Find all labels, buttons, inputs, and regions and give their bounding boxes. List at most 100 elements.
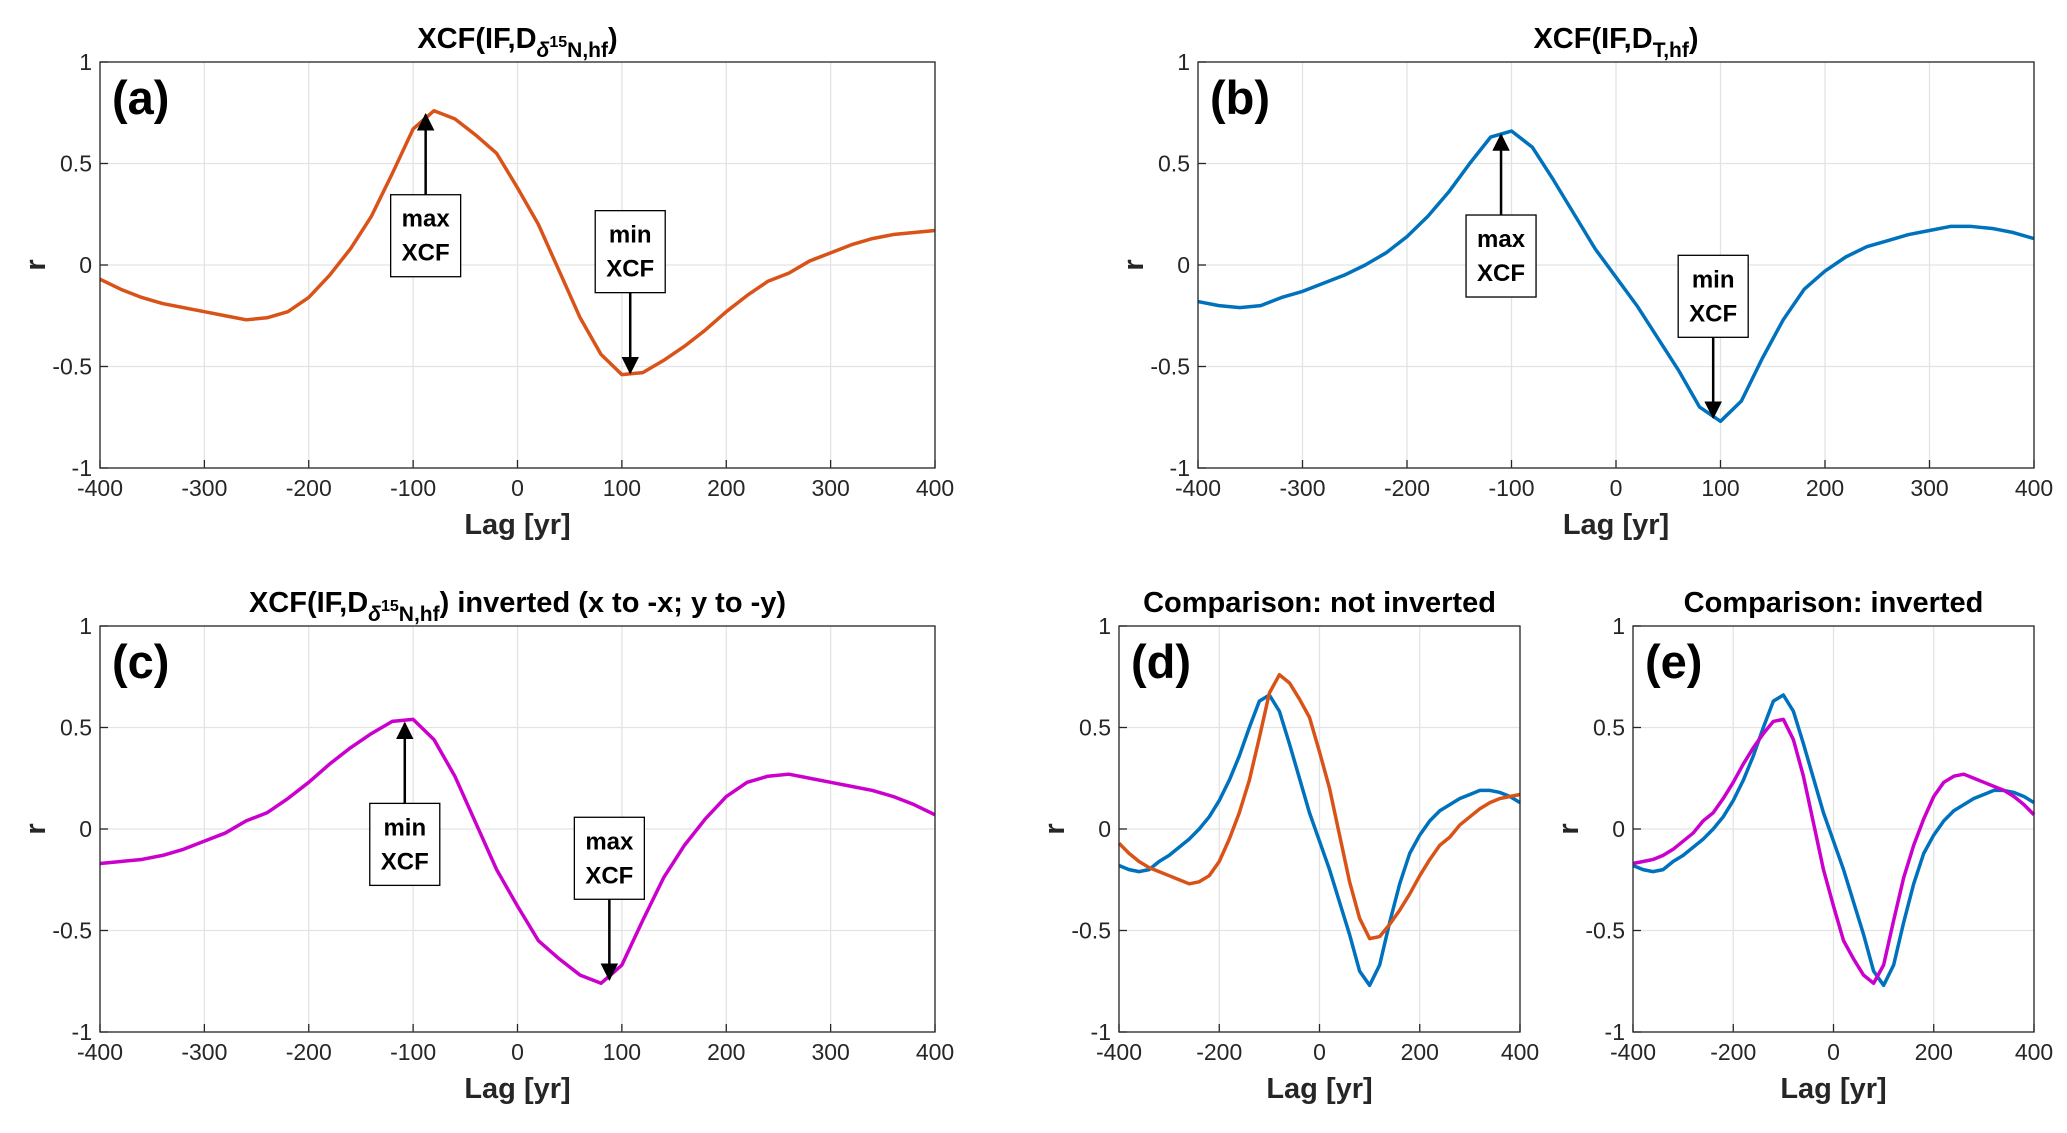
chart-title: Comparison: not inverted xyxy=(1143,587,1496,619)
x-tick-label: 0 xyxy=(1827,1039,1840,1065)
x-tick-label: 100 xyxy=(1701,475,1739,501)
panel: -400 -300 -200 -100 0 100 200 300 400 -1 -0.5 0 0.5 1… xyxy=(20,23,954,541)
y-tick-label: 0 xyxy=(1612,816,1625,842)
annotation-box xyxy=(1465,214,1537,298)
x-tick-label: -200 xyxy=(1710,1039,1756,1065)
panel: -400 -300 -200 -100 0 100 200 300 400 -1 -0.5 0 0.5 1… xyxy=(1118,23,2053,541)
chart-title: XCF(IF,Dδ15N,hf) xyxy=(417,23,617,62)
y-tick-label: -0.5 xyxy=(52,918,92,944)
x-tick-label: -100 xyxy=(1488,475,1534,501)
title-part: XCF(IF,D xyxy=(1533,23,1652,55)
annotation-box xyxy=(389,194,462,278)
series-line xyxy=(99,717,936,986)
annotation-text: XCF xyxy=(585,862,633,889)
x-tick-label: 100 xyxy=(603,1039,641,1065)
y-tick-label: 1 xyxy=(1612,613,1625,639)
y-tick-label: 0.5 xyxy=(1593,715,1625,741)
title-part: ) xyxy=(1689,23,1699,55)
y-tick-label: -0.5 xyxy=(52,354,92,380)
title-part: Comparison: not inverted xyxy=(1143,587,1496,619)
x-tick-label: 400 xyxy=(2015,475,2053,501)
x-tick-label: 0 xyxy=(1313,1039,1326,1065)
x-tick-label: 200 xyxy=(707,475,745,501)
annotation-text: XCF xyxy=(402,240,450,267)
y-tick-label: 1 xyxy=(1177,49,1190,75)
y-tick-label: -0.5 xyxy=(1585,918,1625,944)
x-tick-label: -400 xyxy=(1610,1039,1656,1065)
annotation-text: XCF xyxy=(1477,260,1525,287)
x-tick-label: 400 xyxy=(916,475,954,501)
x-axis-label: Lag [yr] xyxy=(1563,509,1669,541)
title-part: Comparison: inverted xyxy=(1684,587,1984,619)
y-tick-label: -1 xyxy=(72,1019,92,1045)
y-tick-label: 1 xyxy=(79,49,92,75)
title-part: XCF(IF,D xyxy=(417,23,536,55)
x-tick-label: -200 xyxy=(1196,1039,1242,1065)
series-line xyxy=(1632,717,2036,986)
x-tick-label: 200 xyxy=(1915,1039,1953,1065)
annotation-box xyxy=(573,816,645,900)
x-tick-label: 300 xyxy=(811,1039,849,1065)
annotation-box xyxy=(1677,254,1749,338)
x-tick-label: 200 xyxy=(1401,1039,1439,1065)
annotation-text: min xyxy=(383,814,426,841)
y-tick-label: -1 xyxy=(1091,1019,1111,1045)
x-axis-label: Lag [yr] xyxy=(1780,1073,1886,1105)
x-tick-label: 300 xyxy=(811,475,849,501)
x-tick-label: 0 xyxy=(1610,475,1623,501)
panel-label: (a) xyxy=(112,71,169,124)
axes-box xyxy=(99,625,936,1033)
x-tick-label: -300 xyxy=(181,475,227,501)
y-tick-label: -1 xyxy=(1605,1019,1625,1045)
panel-label: (e) xyxy=(1645,635,1702,688)
x-tick-label: 200 xyxy=(707,1039,745,1065)
y-tick-label: 0.5 xyxy=(60,715,92,741)
x-tick-label: 300 xyxy=(1910,475,1948,501)
x-tick-label: -400 xyxy=(1175,475,1221,501)
x-tick-label: -300 xyxy=(1279,475,1325,501)
y-axis-label: r xyxy=(1553,823,1585,834)
title-part: δ xyxy=(368,603,381,626)
chart-title: XCF(IF,Dδ15N,hf) inverted (x to -x; y to… xyxy=(249,587,786,626)
title-part: ) xyxy=(608,23,618,55)
annotation-text: max xyxy=(585,828,634,855)
series-line xyxy=(99,108,936,377)
annotation-text: min xyxy=(609,222,652,249)
x-tick-label: 0 xyxy=(511,475,524,501)
panel-label: (c) xyxy=(112,635,169,688)
x-tick-label: -200 xyxy=(286,475,332,501)
title-part: N,hf xyxy=(567,39,609,62)
panel-label: (b) xyxy=(1210,71,1270,124)
y-tick-label: 0 xyxy=(1177,252,1190,278)
title-part: ) inverted (x to -x; y to -y) xyxy=(440,587,786,619)
y-tick-label: 0.5 xyxy=(1158,151,1190,177)
y-tick-label: 0 xyxy=(79,252,92,278)
panel: -400 -200 0 200 400 -1 -0.5 0 0.5 1 Lag [yr] r (d) Co… xyxy=(1039,587,1539,1105)
y-tick-label: -0.5 xyxy=(1071,918,1111,944)
series-line xyxy=(1118,693,1521,988)
y-tick-label: 1 xyxy=(79,613,92,639)
x-axis-label: Lag [yr] xyxy=(1266,1073,1372,1105)
series-line xyxy=(1632,693,2035,988)
y-tick-label: 1 xyxy=(1098,613,1111,639)
title-part: 15 xyxy=(381,598,399,615)
y-tick-label: 0.5 xyxy=(1079,715,1111,741)
series-line xyxy=(1117,672,1521,941)
axes-box xyxy=(1197,61,2035,469)
x-axis-label: Lag [yr] xyxy=(464,1073,570,1105)
panel: -400 -300 -200 -100 0 100 200 300 400 -1 -0.5 0 0.5 1… xyxy=(20,587,954,1105)
panel-label: (d) xyxy=(1131,635,1191,688)
chart-title: Comparison: inverted xyxy=(1684,587,1984,619)
annotation-text: min xyxy=(1692,266,1735,293)
x-tick-label: -300 xyxy=(181,1039,227,1065)
annotation-text: XCF xyxy=(606,256,654,283)
y-tick-label: 0 xyxy=(1098,816,1111,842)
x-tick-label: -400 xyxy=(77,475,123,501)
title-part: δ xyxy=(537,39,550,62)
axes-box xyxy=(99,61,936,469)
chart-title: XCF(IF,DT,hf) xyxy=(1533,23,1698,62)
annotation-box xyxy=(594,209,666,294)
x-tick-label: -100 xyxy=(390,1039,436,1065)
annotation-box xyxy=(369,802,441,887)
